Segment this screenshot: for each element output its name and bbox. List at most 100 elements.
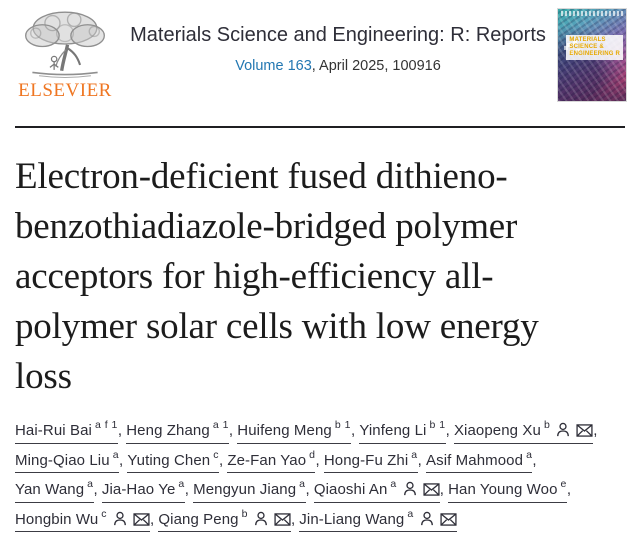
author-name: Ze-Fan Yao <box>227 451 307 469</box>
author-name: Yuting Chen <box>127 451 211 469</box>
issue-info: , April 2025, 100916 <box>311 58 441 74</box>
author-name: Han Young Woo <box>448 481 558 498</box>
author-name: Hongbin Wu <box>15 510 99 528</box>
author-name: Hai-Rui Bai <box>15 422 92 439</box>
author-separator: , <box>117 422 127 439</box>
author-superscript: a <box>87 478 94 490</box>
author-item: Ming-Qiao Liu a, <box>15 449 128 473</box>
author-superscript: a <box>526 448 533 461</box>
author-item: Jin-Liang Wang a <box>299 508 457 532</box>
author-link[interactable]: Heng Zhang a 1 <box>126 416 229 444</box>
author-item: Qiang Peng b, <box>158 508 300 532</box>
person-icon <box>557 422 570 437</box>
author-name: Huifeng Meng <box>237 422 332 439</box>
author-superscript: b <box>543 419 551 431</box>
author-item: Han Young Woo e, <box>448 478 572 503</box>
envelope-icon <box>133 512 150 526</box>
author-link[interactable]: Hong-Fu Zhi a <box>323 446 418 473</box>
author-link[interactable]: Jia-Hao Ye a <box>101 475 185 503</box>
author-name: Hong-Fu Zhi <box>323 451 409 469</box>
author-separator: , <box>150 510 159 528</box>
author-item: Heng Zhang a 1, <box>126 419 238 444</box>
author-separator: , <box>593 422 598 439</box>
author-link[interactable]: Ze-Fan Yao d <box>227 446 316 473</box>
author-link[interactable]: Yuting Chen c <box>127 446 219 473</box>
author-superscript: d <box>309 448 316 461</box>
author-separator: , <box>315 451 324 469</box>
author-name: Xiaopeng Xu <box>453 422 541 439</box>
person-icon <box>420 511 433 525</box>
author-link[interactable]: Hongbin Wu c <box>15 505 151 532</box>
author-link[interactable]: Huifeng Meng b 1 <box>237 416 351 444</box>
author-superscript: a 1 <box>212 419 229 431</box>
author-item: Ze-Fan Yao d, <box>227 449 324 473</box>
author-superscript: a <box>299 478 306 490</box>
author-name: Yan Wang <box>15 481 85 498</box>
author-superscript: b <box>241 507 248 520</box>
person-icon <box>114 511 126 525</box>
author-superscript: a <box>407 507 414 520</box>
article-title: Electron-deficient fused dithieno- benzo… <box>15 156 539 397</box>
author-separator: , <box>119 451 128 469</box>
author-item: Hong-Fu Zhi a, <box>323 449 426 473</box>
author-separator: , <box>439 481 449 498</box>
journal-title-block: Materials Science and Engineering: R: Re… <box>118 8 558 74</box>
author-separator: , <box>228 422 238 439</box>
volume-link[interactable]: Volume 163 <box>235 58 312 74</box>
author-item: Hongbin Wu c, <box>15 508 159 532</box>
author-name: Jin-Liang Wang <box>299 510 405 528</box>
author-superscript: b 1 <box>429 419 446 431</box>
author-link[interactable]: Qiang Peng b <box>158 505 291 532</box>
person-icon <box>255 511 267 525</box>
cover-masthead-strip <box>561 11 623 16</box>
envelope-icon <box>423 483 440 496</box>
author-link[interactable]: Hai-Rui Bai a f 1 <box>15 416 118 444</box>
header-divider <box>15 126 625 128</box>
author-superscript: a <box>411 448 418 461</box>
elsevier-tree-icon <box>25 11 105 78</box>
author-superscript: a f 1 <box>94 419 118 431</box>
author-link[interactable]: Qiaoshi An a <box>313 475 440 503</box>
author-list: Hai-Rui Bai a f 1, Heng Zhang a 1, Huifeng… <box>15 416 614 534</box>
author-item: Yinfeng Li b 1, <box>359 419 454 444</box>
journal-title-link[interactable]: Materials Science and Engineering: R: Re… <box>130 24 546 46</box>
author-link[interactable]: Ming-Qiao Liu a <box>15 446 120 473</box>
author-item: Asif Mahmood a, <box>425 449 537 473</box>
author-separator: , <box>532 451 537 469</box>
author-link[interactable]: Xiaopeng Xu b <box>453 416 594 444</box>
author-item: Qiaoshi An a, <box>313 478 449 503</box>
author-name: Jia-Hao Ye <box>101 481 176 498</box>
author-item: Xiaopeng Xu b, <box>453 419 598 444</box>
author-link[interactable]: Mengyun Jiang a <box>193 475 306 503</box>
author-item: Yuting Chen c, <box>127 449 228 473</box>
author-link[interactable]: Asif Mahmood a <box>425 446 533 473</box>
author-link[interactable]: Han Young Woo e <box>448 475 567 503</box>
journal-cover-thumbnail[interactable]: MATERIALS SCIENCE & ENGINEERING R <box>558 9 626 101</box>
author-link[interactable]: Yan Wang a <box>15 475 94 503</box>
author-separator: , <box>218 451 228 469</box>
volume-issue-line: Volume 163, April 2025, 100916 <box>118 58 558 74</box>
author-separator: , <box>566 481 572 498</box>
author-separator: , <box>93 481 102 498</box>
person-icon <box>403 481 416 496</box>
author-name: Mengyun Jiang <box>193 481 297 498</box>
author-separator: , <box>305 481 314 498</box>
author-item: Huifeng Meng b 1, <box>237 419 359 444</box>
author-superscript: a <box>178 478 185 490</box>
envelope-icon <box>440 512 457 526</box>
author-name: Qiang Peng <box>158 510 239 528</box>
author-separator: , <box>184 481 194 498</box>
author-link[interactable]: Jin-Liang Wang a <box>299 505 457 532</box>
author-separator: , <box>417 451 426 469</box>
author-link[interactable]: Yinfeng Li b 1 <box>359 416 446 444</box>
author-separator: , <box>290 510 300 528</box>
author-name: Ming-Qiao Liu <box>15 451 110 469</box>
author-superscript: e <box>560 478 567 490</box>
author-superscript: a <box>112 448 120 461</box>
elsevier-logo[interactable]: ELSEVIER <box>12 8 118 100</box>
author-item: Mengyun Jiang a, <box>193 478 314 503</box>
author-item: Yan Wang a, <box>15 478 102 503</box>
journal-header: ELSEVIER Materials Science and Engineeri… <box>0 0 640 112</box>
author-superscript: a <box>390 478 397 490</box>
elsevier-wordmark: ELSEVIER <box>18 80 112 101</box>
